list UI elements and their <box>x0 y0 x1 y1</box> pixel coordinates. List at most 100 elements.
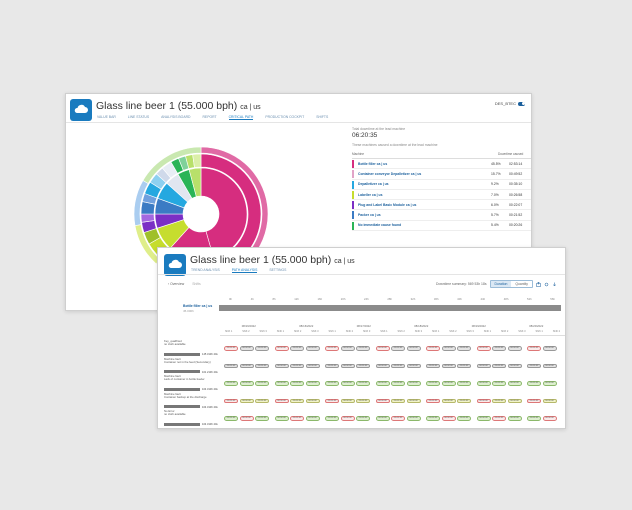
back-link[interactable]: ‹ Overview <box>168 282 185 286</box>
duration-pill[interactable]: 00:00:00 <box>391 363 405 368</box>
duration-pill[interactable]: 00:00:00 <box>527 363 541 368</box>
duration-pill[interactable]: 00:00:00 <box>426 381 440 386</box>
duration-pill[interactable]: 00:00:00 <box>406 416 421 421</box>
duration-pill[interactable]: 00:00:00 <box>305 363 320 368</box>
duration-pill[interactable]: 00:00:00 <box>492 416 506 421</box>
duration-pill[interactable]: 00:00:00 <box>492 346 506 351</box>
duration-pill[interactable]: 00:00:00 <box>224 363 238 368</box>
duration-pill[interactable]: 00:00:00 <box>224 381 238 386</box>
tab-production-cockpit[interactable]: PRODUCTION COCKPIT <box>265 115 305 119</box>
duration-pill[interactable]: 00:00:00 <box>239 416 254 421</box>
duration-pill[interactable]: 00:00:00 <box>274 346 289 351</box>
duration-pill[interactable]: 00:00:00 <box>224 346 238 351</box>
duration-pill[interactable]: 00:00:00 <box>290 398 304 403</box>
duration-pill[interactable]: 00:00:00 <box>406 398 421 403</box>
machine-row[interactable]: Bottle filler ca | us 45.5% 02:53:14 <box>352 159 531 170</box>
duration-pill[interactable]: 00:00:00 <box>239 346 254 351</box>
duration-pill[interactable]: 00:00:00 <box>527 381 541 386</box>
duration-pill[interactable]: 00:00:00 <box>274 416 289 421</box>
duration-pill[interactable]: 00:00:00 <box>305 381 320 386</box>
duration-pill[interactable]: 00:00:00 <box>527 398 541 403</box>
duration-pill[interactable]: 00:00:00 <box>375 363 390 368</box>
cause-lane[interactable]: No Error no cloth available 104 313h 40s <box>164 410 220 428</box>
machine-name[interactable]: Packer ca | us <box>358 213 381 218</box>
cause-lane[interactable]: Machine fault Container not in the feed (… <box>164 357 220 376</box>
duration-pill[interactable]: 00:00:00 <box>356 381 370 386</box>
machine-row[interactable]: Packer ca | us 5.7% 00:21:52 <box>352 210 531 221</box>
duration-pill[interactable]: 00:00:00 <box>239 381 254 386</box>
duration-pill[interactable]: 00:00:00 <box>255 381 269 386</box>
duration-pill[interactable]: 00:00:00 <box>325 363 339 368</box>
duration-pill[interactable]: 00:00:00 <box>391 416 405 421</box>
tab-settings[interactable]: SETTINGS <box>269 268 287 272</box>
duration-pill[interactable]: 00:00:00 <box>441 381 456 386</box>
duration-pill[interactable]: 00:00:00 <box>492 381 506 386</box>
machine-name[interactable]: Bottle filler ca | us <box>183 304 213 308</box>
duration-pill[interactable]: 00:00:00 <box>290 346 304 351</box>
duration-pill[interactable]: 00:00:00 <box>441 346 456 351</box>
duration-pill[interactable]: 00:00:00 <box>507 416 522 421</box>
machine-name[interactable]: No immediate cause found <box>358 223 402 228</box>
duration-pill[interactable]: 00:00:00 <box>325 346 339 351</box>
duration-pill[interactable]: 00:00:00 <box>406 346 421 351</box>
tab-report[interactable]: REPORT <box>202 115 217 119</box>
duration-pill[interactable]: 00:00:00 <box>255 363 269 368</box>
duration-pill[interactable]: 00:00:00 <box>375 346 390 351</box>
duration-pill[interactable]: 00:00:00 <box>476 346 491 351</box>
tab-trend-analysis[interactable]: TREND ANALYSIS <box>191 268 220 272</box>
duration-pill[interactable]: 00:00:00 <box>542 416 557 421</box>
duration-pill[interactable]: 00:00:00 <box>476 398 491 403</box>
duration-pill[interactable]: 00:00:00 <box>356 346 370 351</box>
machine-row[interactable]: Depalletizer ca | us 9.2% 00:35:10 <box>352 180 531 190</box>
duration-pill[interactable]: 00:00:00 <box>527 416 541 421</box>
duration-pill[interactable]: 00:00:00 <box>239 398 254 403</box>
duration-pill[interactable]: 00:00:00 <box>426 416 440 421</box>
duration-pill[interactable]: 00:00:00 <box>375 381 390 386</box>
duration-pill[interactable]: 00:00:00 <box>340 346 355 351</box>
filter-link[interactable]: Shifts <box>192 282 201 286</box>
cause-lane[interactable]: Machine fault Lack of container in bottle… <box>164 375 220 393</box>
tab-line-status[interactable]: LINE STATUS <box>127 115 150 119</box>
duration-pill[interactable]: 00:00:00 <box>457 346 471 351</box>
duration-pill[interactable]: 00:00:00 <box>542 346 557 351</box>
duration-pill[interactable]: 00:00:00 <box>255 398 269 403</box>
machine-name[interactable]: Plug and Label Basic Module ca | us <box>358 202 417 207</box>
sunburst-ring-segment[interactable] <box>142 146 202 184</box>
duration-pill[interactable]: 00:00:00 <box>457 363 471 368</box>
duration-pill[interactable]: 00:00:00 <box>457 381 471 386</box>
duration-pill[interactable]: 00:00:00 <box>290 416 304 421</box>
duration-pill[interactable]: 00:00:00 <box>527 346 541 351</box>
toggle-switch[interactable] <box>518 101 525 106</box>
duration-pill[interactable]: 00:00:00 <box>406 381 421 386</box>
export-icon[interactable] <box>536 281 541 287</box>
duration-pill[interactable]: 00:00:00 <box>441 416 456 421</box>
duration-button[interactable]: Duration <box>490 281 512 287</box>
download-icon[interactable] <box>552 282 557 287</box>
duration-pill[interactable]: 00:00:00 <box>375 416 390 421</box>
quantity-button[interactable]: Quantity <box>515 282 528 286</box>
duration-pill[interactable]: 00:00:00 <box>239 363 254 368</box>
duration-pill[interactable]: 00:00:00 <box>356 363 370 368</box>
duration-pill[interactable]: 00:00:00 <box>290 381 304 386</box>
sunburst-inner-segment[interactable] <box>188 167 202 197</box>
duration-pill[interactable]: 00:00:00 <box>340 363 355 368</box>
duration-pill[interactable]: 00:00:00 <box>441 398 456 403</box>
duration-pill[interactable]: 00:00:00 <box>441 363 456 368</box>
duration-pill[interactable]: 00:00:00 <box>224 416 238 421</box>
duration-pill[interactable]: 00:00:00 <box>305 398 320 403</box>
sunburst-outer-segment[interactable] <box>140 213 155 223</box>
machine-name[interactable]: Container conveyor Depalletizer ca | us <box>358 171 422 176</box>
cause-lane[interactable]: Key_qualifried no cloth available 145 313h… <box>164 340 220 358</box>
duration-pill[interactable]: 00:00:00 <box>507 346 522 351</box>
duration-pill[interactable]: 00:00:00 <box>507 398 522 403</box>
duration-pill[interactable]: 00:00:00 <box>476 381 491 386</box>
duration-pill[interactable]: 00:00:00 <box>305 416 320 421</box>
duration-pill[interactable]: 00:00:00 <box>340 416 355 421</box>
duration-pill[interactable]: 00:00:00 <box>274 381 289 386</box>
tab-analysis-board[interactable]: ANALYSIS BOARD <box>161 115 191 119</box>
duration-pill[interactable]: 00:00:00 <box>356 398 370 403</box>
duration-pill[interactable]: 00:00:00 <box>542 398 557 403</box>
duration-pill[interactable]: 00:00:00 <box>476 416 491 421</box>
duration-pill[interactable]: 00:00:00 <box>325 398 339 403</box>
settings-icon[interactable] <box>544 282 549 287</box>
